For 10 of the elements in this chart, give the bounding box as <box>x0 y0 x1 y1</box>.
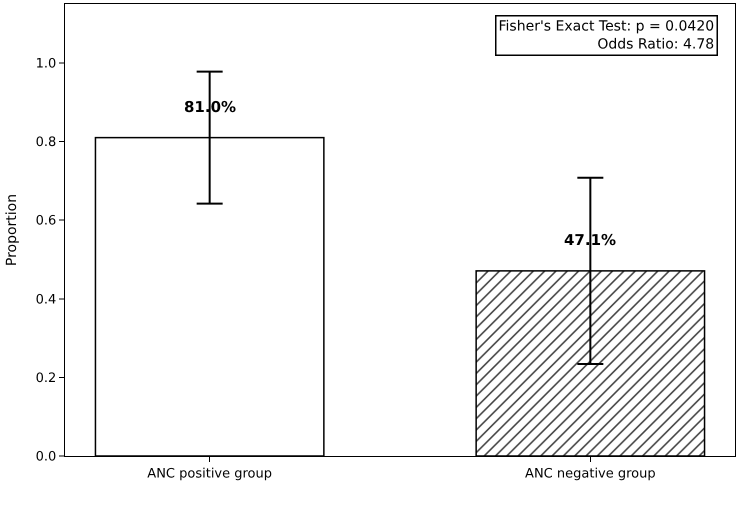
y-tick-label: 0.8 <box>36 135 56 150</box>
y-tick-label: 0.6 <box>36 214 56 229</box>
x-tick-label: ANC positive group <box>147 466 272 482</box>
y-axis-title: Proportion <box>4 194 20 266</box>
y-tick-label: 0.4 <box>36 292 56 308</box>
y-tick-label: 0.2 <box>36 370 56 386</box>
y-tick-label: 0.0 <box>36 450 56 465</box>
x-tick-label: ANC negative group <box>525 466 656 482</box>
annotation: Fisher's Exact Test: p = 0.0420 Odds Ratio: 4.78 <box>498 18 714 53</box>
y-tick-label: 1.0 <box>36 56 56 72</box>
